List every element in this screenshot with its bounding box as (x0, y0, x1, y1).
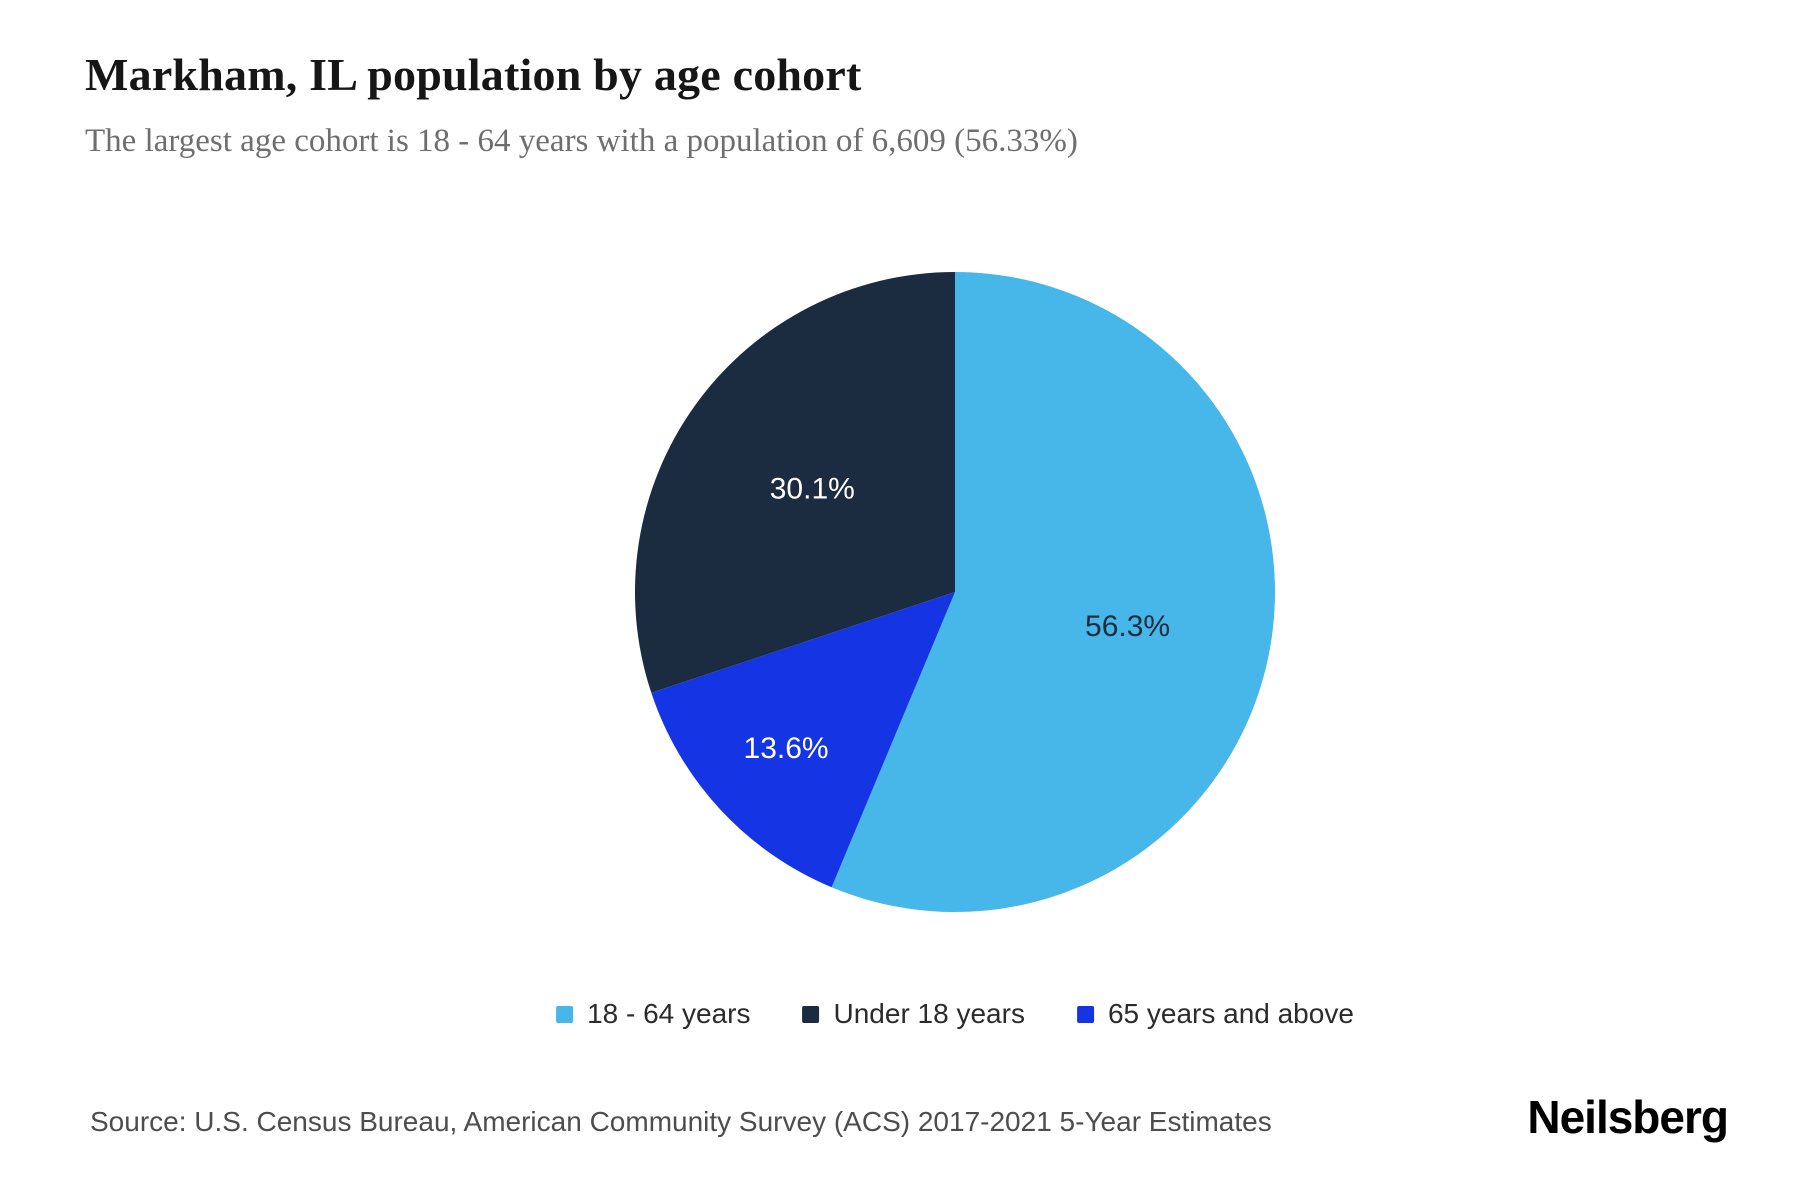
pie-chart-area: 56.3% 13.6% 30.1% (635, 272, 1275, 912)
legend-item: Under 18 years (802, 998, 1025, 1030)
legend-swatch-icon (556, 1005, 574, 1023)
chart-legend: 18 - 64 years Under 18 years 65 years and … (556, 998, 1354, 1030)
legend-swatch-icon (802, 1005, 820, 1023)
legend-swatch-icon (1076, 1005, 1094, 1023)
pie-slice-under-18-years (635, 272, 955, 693)
chart-header: Markham, IL population by age cohort The… (85, 48, 1078, 160)
brand-logo: Neilsberg (1527, 1091, 1729, 1143)
legend-label: 18 - 64 years (587, 998, 751, 1029)
page-title: Markham, IL population by age cohort (85, 49, 862, 100)
legend-label: Under 18 years (833, 998, 1025, 1029)
pie-slice-65-years-and-above (651, 592, 955, 888)
legend-item: 65 years and above (1076, 998, 1354, 1030)
source-attribution: Source: U.S. Census Bureau, American Com… (90, 1106, 1272, 1137)
pie-slice-label-65-years-and-above: 13.6% (744, 732, 829, 765)
legend-item: 18 - 64 years (556, 998, 751, 1030)
page-subtitle: The largest age cohort is 18 - 64 years … (85, 123, 1078, 159)
pie-slice-18-64-years (831, 272, 1275, 912)
pie-chart: 56.3% 13.6% 30.1% (635, 272, 1275, 912)
pie-slice-label-under-18-years: 30.1% (770, 473, 855, 506)
legend-label: 65 years and above (1107, 998, 1354, 1029)
pie-slice-label-18-64-years: 56.3% (1085, 610, 1170, 643)
